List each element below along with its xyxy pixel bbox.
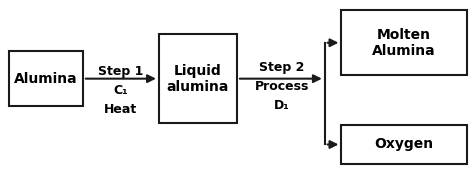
Text: Process: Process bbox=[255, 80, 309, 93]
FancyBboxPatch shape bbox=[9, 51, 83, 106]
Text: Liquid
alumina: Liquid alumina bbox=[167, 64, 229, 94]
FancyBboxPatch shape bbox=[341, 125, 467, 164]
FancyBboxPatch shape bbox=[159, 34, 237, 123]
Text: Step 1: Step 1 bbox=[98, 65, 144, 78]
Text: Heat: Heat bbox=[104, 103, 137, 116]
Text: Oxygen: Oxygen bbox=[374, 137, 434, 152]
Text: C₁: C₁ bbox=[114, 84, 128, 97]
Text: Molten
Alumina: Molten Alumina bbox=[372, 28, 436, 58]
Text: D₁: D₁ bbox=[274, 99, 290, 112]
FancyBboxPatch shape bbox=[341, 10, 467, 75]
Text: Alumina: Alumina bbox=[14, 72, 78, 86]
Text: Step 2: Step 2 bbox=[259, 61, 305, 74]
